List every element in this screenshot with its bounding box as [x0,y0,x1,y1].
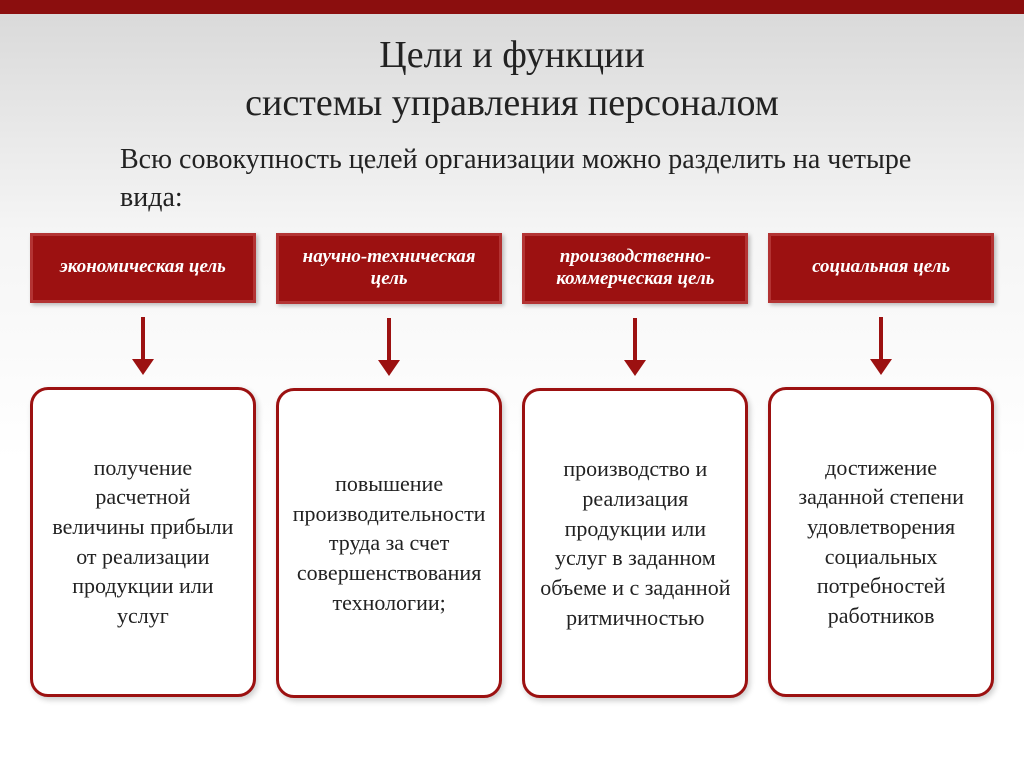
header-box-economic: экономическая цель [30,233,256,303]
title-line-2: системы управления персоналом [245,82,779,124]
top-accent-bar [0,0,1024,14]
columns-container: экономическая цель получение расчетной в… [0,223,1024,699]
header-box-production: производственно-коммерческая цель [522,233,748,305]
arrow-down-icon [624,318,646,376]
desc-box-scientific: повышение производительности труда за сч… [276,388,503,698]
desc-box-social: достижение заданной степени удовлетворен… [768,387,994,697]
header-box-scientific: научно-техническая цель [276,233,503,305]
title-block: Цели и функции системы управления персон… [0,14,1024,137]
column-production: производственно-коммерческая цель произв… [522,233,748,699]
arrow-down-icon [132,317,154,375]
title-line-1: Цели и функции [379,34,644,76]
header-box-social: социальная цель [768,233,994,303]
column-economic: экономическая цель получение расчетной в… [30,233,256,699]
column-social: социальная цель достижение заданной степ… [768,233,994,699]
subtitle-text: Всю совокупность целей организации можно… [0,137,1024,223]
desc-box-economic: получение расчетной величины прибыли от … [30,387,256,697]
column-scientific: научно-техническая цель повышение произв… [276,233,503,699]
arrow-down-icon [870,317,892,375]
page-title: Цели и функции системы управления персон… [60,32,964,127]
desc-box-production: производство и реализация продукции или … [522,388,748,698]
arrow-down-icon [378,318,400,376]
